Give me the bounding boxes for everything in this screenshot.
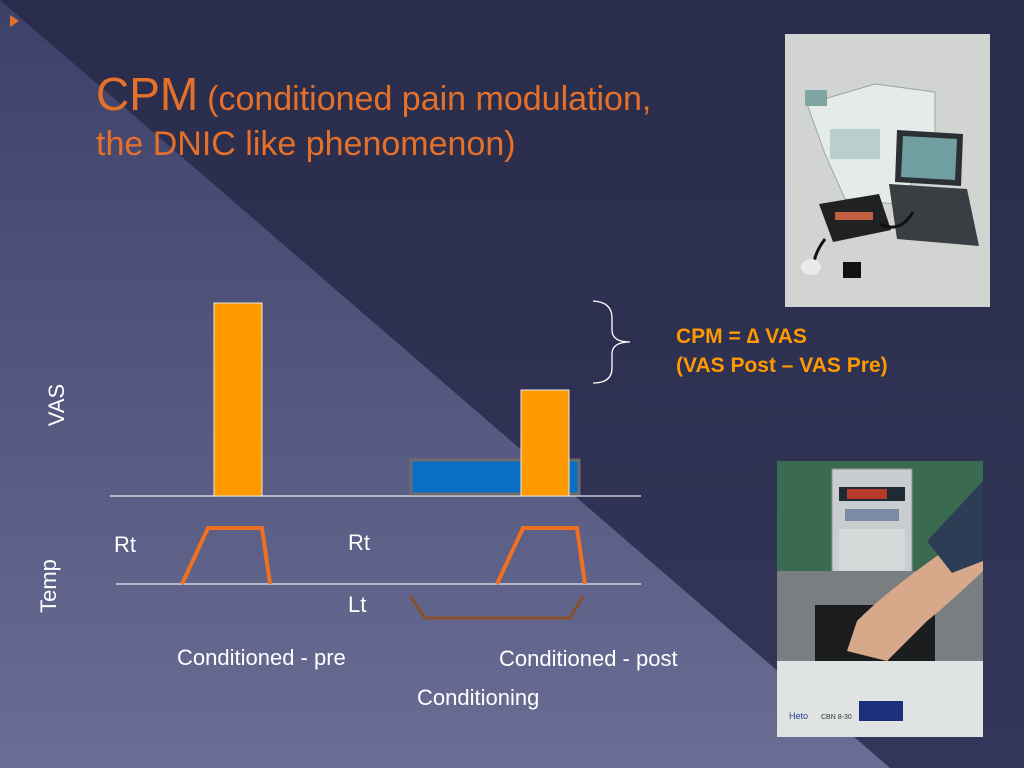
rt-label-mid: Rt xyxy=(348,530,370,555)
temp-curve-rt-pre xyxy=(180,526,272,585)
temp-curve-rt-post xyxy=(495,526,587,585)
title-paren-1: (conditioned pain modulation, xyxy=(207,80,652,118)
cpm-bracket xyxy=(592,300,631,384)
slide-title: CPM (conditioned pain modulation, the DN… xyxy=(96,68,651,164)
label-conditioned-post: Conditioned - post xyxy=(499,646,678,671)
cpm-formula: CPM = ∆ VAS (VAS Post – VAS Pre) xyxy=(676,322,888,380)
label-conditioned-pre: Conditioned - pre xyxy=(177,645,346,670)
title-main: CPM xyxy=(96,68,199,120)
cpm-formula-line-2: (VAS Post – VAS Pre) xyxy=(676,354,888,377)
bar-conditioned-post xyxy=(520,389,570,497)
title-paren-2: the DNIC like phenomenon) xyxy=(96,125,516,163)
water-bath-photo: Heto CBN 8-30 xyxy=(777,461,983,737)
bullet-arrow-icon xyxy=(10,15,19,27)
lt-label-mid: Lt xyxy=(348,592,367,617)
vas-axis-label: VAS xyxy=(44,383,70,427)
bar-conditioned-pre xyxy=(213,302,263,497)
temp-curve-lt-conditioning xyxy=(408,595,585,620)
bath-model-text: CBN 8-30 xyxy=(821,714,852,721)
cpm-formula-line-1: CPM = ∆ VAS xyxy=(676,325,807,348)
rt-label-left: Rt xyxy=(114,532,136,557)
bath-brand-text: Heto xyxy=(789,711,808,721)
temp-axis-label: Temp xyxy=(35,559,61,613)
label-conditioning: Conditioning xyxy=(417,685,540,710)
device-photo xyxy=(785,34,990,307)
